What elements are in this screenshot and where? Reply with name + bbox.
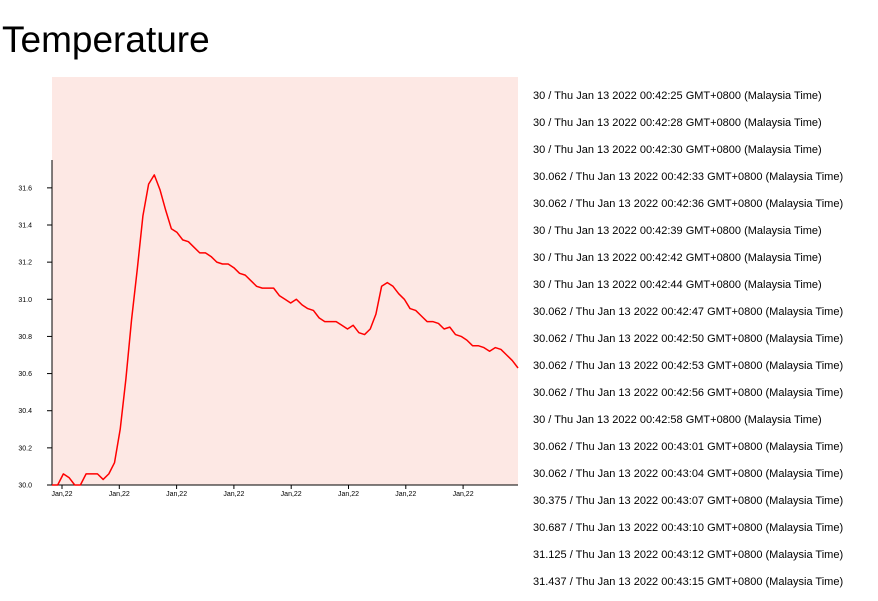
reading-item: 31.125 / Thu Jan 13 2022 00:43:12 GMT+08… [533,549,844,561]
y-tick-label: 31.2 [18,260,32,267]
x-tick-label: Jan,22 [453,491,474,498]
reading-item: 30 / Thu Jan 13 2022 00:42:58 GMT+0800 (… [533,414,822,426]
y-tick-label: 31.6 [18,185,32,192]
reading-item: 30.062 / Thu Jan 13 2022 00:42:50 GMT+08… [533,333,844,345]
y-tick-label: 31.4 [18,223,32,230]
reading-item: 30.062 / Thu Jan 13 2022 00:42:56 GMT+08… [533,387,844,399]
page-title: Temperature [2,19,210,60]
reading-item: 30.062 / Thu Jan 13 2022 00:42:47 GMT+08… [533,306,844,318]
y-tick-label: 30.2 [18,445,32,452]
chart: 30.0 30.2 30.4 30.6 30.8 31.0 31.2 31.4 31.6 Jan,… [18,77,519,498]
x-tick-label: Jan,22 [109,491,130,498]
x-tick-label: Jan,22 [223,491,244,498]
y-tick-label: 30.8 [18,334,32,341]
reading-item: 30.375 / Thu Jan 13 2022 00:43:07 GMT+08… [533,495,844,507]
reading-item: 31.437 / Thu Jan 13 2022 00:43:15 GMT+08… [533,576,844,588]
reading-item: 30.062 / Thu Jan 13 2022 00:43:01 GMT+08… [533,441,844,453]
reading-item: 30.062 / Thu Jan 13 2022 00:42:33 GMT+08… [533,171,844,183]
y-tick-label: 30.4 [18,408,32,415]
readings-list: 30 / Thu Jan 13 2022 00:42:25 GMT+0800 (… [533,87,843,600]
reading-item: 30.062 / Thu Jan 13 2022 00:43:04 GMT+08… [533,468,844,480]
reading-item: 30 / Thu Jan 13 2022 00:42:39 GMT+0800 (… [533,225,822,237]
reading-item: 30 / Thu Jan 13 2022 00:42:30 GMT+0800 (… [533,144,822,156]
reading-item: 30 / Thu Jan 13 2022 00:42:42 GMT+0800 (… [533,252,822,264]
reading-item: 30 / Thu Jan 13 2022 00:42:25 GMT+0800 (… [533,90,822,102]
y-tick-label: 31.0 [18,297,32,304]
x-tick-label: Jan,22 [51,491,72,498]
y-tick-label: 30.0 [18,483,32,490]
y-tick-label: 30.6 [18,371,32,378]
x-tick-label: Jan,22 [166,491,187,498]
x-tick-label: Jan,22 [281,491,302,498]
reading-item: 30.062 / Thu Jan 13 2022 00:42:36 GMT+08… [533,198,844,210]
reading-item: 30.062 / Thu Jan 13 2022 00:42:53 GMT+08… [533,360,844,372]
temperature-line [52,174,519,486]
reading-item: 30 / Thu Jan 13 2022 00:42:44 GMT+0800 (… [533,279,822,291]
reading-item: 30.687 / Thu Jan 13 2022 00:43:10 GMT+08… [533,522,844,534]
reading-item: 30 / Thu Jan 13 2022 00:42:28 GMT+0800 (… [533,117,822,129]
plot-background [52,77,518,485]
x-tick-label: Jan,22 [338,491,359,498]
x-tick-label: Jan,22 [395,491,416,498]
